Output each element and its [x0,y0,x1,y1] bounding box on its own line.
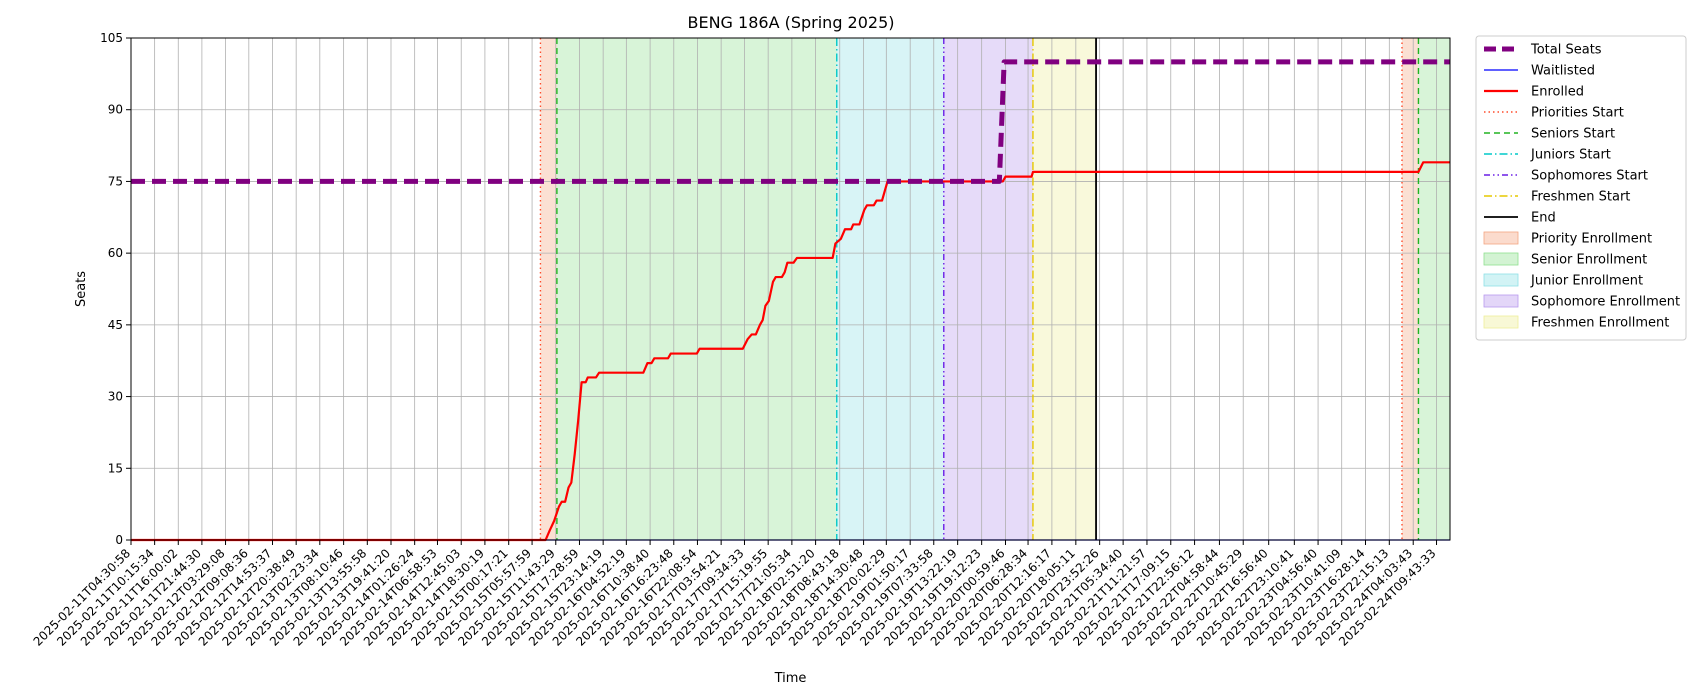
y-tick-label: 30 [108,390,123,404]
legend-item-sophomore-enrollment: Sophomore Enrollment [1483,294,1680,310]
x-axis-ticks: 2025-02-11T04:30:582025-02-11T10:15:3420… [31,540,1439,649]
legend-label: Senior Enrollment [1531,253,1647,268]
plot-frame [130,37,1451,541]
legend-swatch [1483,252,1519,266]
legend-swatch [1483,294,1519,308]
grid-lines [130,37,1450,541]
legend-swatch [1483,231,1519,245]
legend-item-junior-enrollment: Junior Enrollment [1483,273,1643,289]
legend-swatch [1483,273,1519,287]
y-axis-ticks: 0 15 30 45 60 75 90 105 [100,31,131,547]
phase-markers [539,38,1420,540]
chart-title: BENG 186A (Spring 2025) [687,13,894,32]
y-tick-label: 15 [108,461,123,475]
legend-item-seniors-start: Seniors Start [1484,127,1615,142]
y-tick-label: 90 [108,103,123,117]
legend-swatch [1483,315,1519,329]
band-freshmen-enrollment [1032,38,1097,540]
legend-item-freshmen-start: Freshmen Start [1484,190,1630,205]
series-enrolled [131,161,1450,542]
legend-label: Sophomore Enrollment [1531,295,1680,310]
legend-label: Enrolled [1531,85,1584,100]
legend-label: Sophomores Start [1531,169,1648,184]
y-tick-label: 0 [115,533,123,547]
chart-legend: Total Seats Waitlisted Enrolled Priorities … [1475,35,1687,341]
legend-label: Juniors Start [1530,148,1611,163]
legend-box [1475,35,1687,341]
legend-item-priorities-start: Priorities Start [1484,106,1624,121]
band-senior-enrollment [556,38,837,540]
y-tick-label: 45 [108,318,123,332]
band-priority-enrollment [1401,38,1419,540]
band-priority-enrollment [540,38,557,540]
y-axis-title: Seats [74,271,89,307]
legend-label: Freshmen Enrollment [1531,316,1669,331]
legend-label: Seniors Start [1531,127,1615,142]
legend-item-senior-enrollment: Senior Enrollment [1483,252,1647,268]
legend-item-priority-enrollment: Priority Enrollment [1483,231,1652,247]
x-axis-title: Time [774,671,807,686]
legend-item-waitlisted: Waitlisted [1484,64,1595,79]
enrollment-bands [540,38,1450,540]
legend-label: Priorities Start [1531,106,1624,121]
legend-item-juniors-start: Juniors Start [1484,148,1611,163]
legend-item-total-seats: Total Seats [1484,43,1602,58]
legend-label: Waitlisted [1531,64,1595,79]
y-tick-label: 60 [108,246,123,260]
legend-label: Freshmen Start [1531,190,1630,205]
legend-label: Junior Enrollment [1530,274,1643,289]
legend-label: Total Seats [1530,43,1602,58]
band-sophomore-enrollment [943,38,1033,540]
series-total-seats [131,59,1450,184]
legend-item-enrolled: Enrolled [1484,85,1584,100]
band-senior-enrollment [1418,38,1450,540]
legend-label: Priority Enrollment [1531,232,1652,247]
legend-item-freshmen-enrollment: Freshmen Enrollment [1483,315,1669,331]
y-tick-label: 105 [100,31,123,45]
legend-item-sophomores-start: Sophomores Start [1484,169,1648,184]
y-tick-label: 75 [108,174,123,188]
legend-label: End [1531,211,1556,226]
legend-item-end: End [1484,211,1556,226]
band-junior-enrollment [836,38,944,540]
